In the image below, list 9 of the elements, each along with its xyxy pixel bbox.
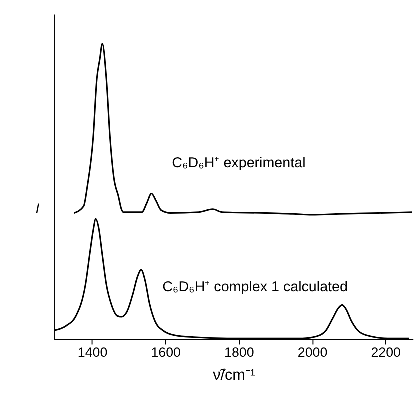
x-tick-label: 1600 [151,345,181,360]
x-axis-title: ν̃/cm⁻¹ [213,367,256,384]
y-axis-title: I [36,200,40,216]
series-label: C₆D₆H⁺ complex 1 calculated [162,280,348,296]
x-tick-label: 2200 [371,345,401,360]
x-tick-label: 2000 [298,345,328,360]
x-tick-label: 1800 [224,345,254,360]
text: C₆D₆H⁺ experimental [172,155,306,172]
x-tick-label: 1400 [78,345,108,360]
